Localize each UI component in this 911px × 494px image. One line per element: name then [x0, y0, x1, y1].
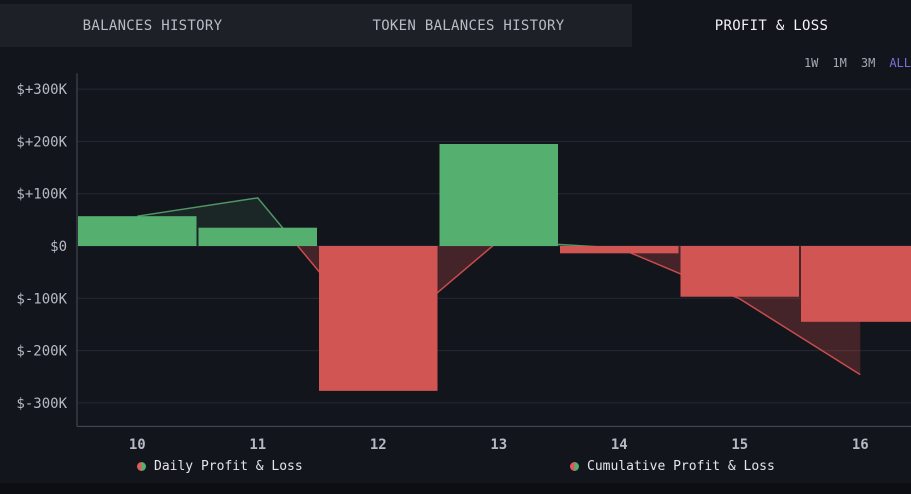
x-tick-label: 16 — [852, 437, 869, 453]
x-tick-label: 15 — [731, 437, 748, 453]
range-3m[interactable]: 3M — [860, 56, 876, 70]
range-1m[interactable]: 1M — [832, 56, 847, 70]
y-tick-label: $+200K — [16, 134, 67, 150]
y-tick-label: $-100K — [16, 291, 67, 307]
range-all[interactable]: ALL — [889, 56, 911, 70]
tab-token-balances-history[interactable]: TOKEN BALANCES HISTORY — [305, 4, 632, 47]
daily-pnl-bar — [198, 227, 317, 246]
legend-dot-icon — [137, 462, 146, 471]
y-tick-label: $-300K — [16, 396, 67, 412]
y-tick-label: $0 — [50, 239, 67, 255]
x-tick-label: 10 — [129, 437, 146, 453]
daily-pnl-bar — [439, 144, 558, 246]
tab-balances-history[interactable]: BALANCES HISTORY — [0, 4, 305, 47]
time-range-selector: 1W 1M 3M ALL — [790, 56, 911, 72]
chart-legend: Daily Profit & Loss Cumulative Profit & … — [0, 459, 911, 477]
y-tick-label: $+100K — [16, 187, 67, 203]
daily-pnl-bar — [680, 246, 799, 297]
bottom-divider — [0, 483, 911, 494]
daily-pnl-bar — [801, 246, 911, 322]
y-tick-label: $+300K — [16, 82, 67, 98]
legend-daily-label: Daily Profit & Loss — [154, 459, 303, 474]
x-tick-label: 14 — [611, 437, 628, 453]
daily-pnl-bar — [560, 246, 679, 254]
daily-pnl-bar — [319, 246, 438, 391]
legend-daily-pnl[interactable]: Daily Profit & Loss — [137, 459, 303, 474]
legend-dot-icon — [570, 462, 579, 471]
tab-profit-loss[interactable]: PROFIT & LOSS — [632, 4, 911, 47]
x-tick-label: 11 — [249, 437, 266, 453]
daily-pnl-bar — [78, 216, 197, 246]
x-tick-label: 13 — [490, 437, 507, 453]
tab-bar: BALANCES HISTORY TOKEN BALANCES HISTORY … — [0, 4, 911, 47]
legend-cumulative-pnl[interactable]: Cumulative Profit & Loss — [570, 459, 775, 474]
y-tick-label: $-200K — [16, 344, 67, 360]
range-1w[interactable]: 1W — [803, 56, 819, 70]
x-tick-label: 12 — [370, 437, 387, 453]
legend-cumulative-label: Cumulative Profit & Loss — [587, 459, 775, 474]
cumulative-line-negative — [296, 246, 861, 376]
